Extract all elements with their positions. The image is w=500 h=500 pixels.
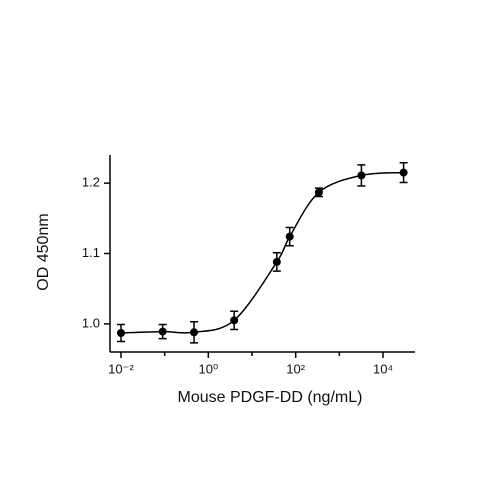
y-tick-label: 1.0	[82, 315, 100, 330]
x-axis-title: Mouse PDGF-DD (ng/mL)	[178, 389, 363, 406]
data-point	[230, 316, 239, 325]
y-tick-label: 1.1	[82, 245, 100, 260]
data-point	[285, 232, 294, 241]
data-point	[190, 328, 199, 337]
y-tick-label: 1.2	[82, 175, 100, 190]
fit-curve	[120, 171, 404, 334]
x-tick-label: 10²	[286, 361, 305, 376]
data-point	[357, 171, 366, 180]
data-point	[158, 327, 167, 336]
data-point	[314, 188, 323, 197]
x-tick-label: 10⁻²	[108, 361, 134, 376]
data-point	[116, 329, 125, 338]
y-axis-title: OD 450nm	[35, 213, 52, 290]
data-point	[272, 257, 281, 266]
data-point	[399, 168, 408, 177]
x-tick-label: 10⁴	[373, 361, 393, 376]
x-tick-label: 10⁰	[199, 361, 219, 376]
